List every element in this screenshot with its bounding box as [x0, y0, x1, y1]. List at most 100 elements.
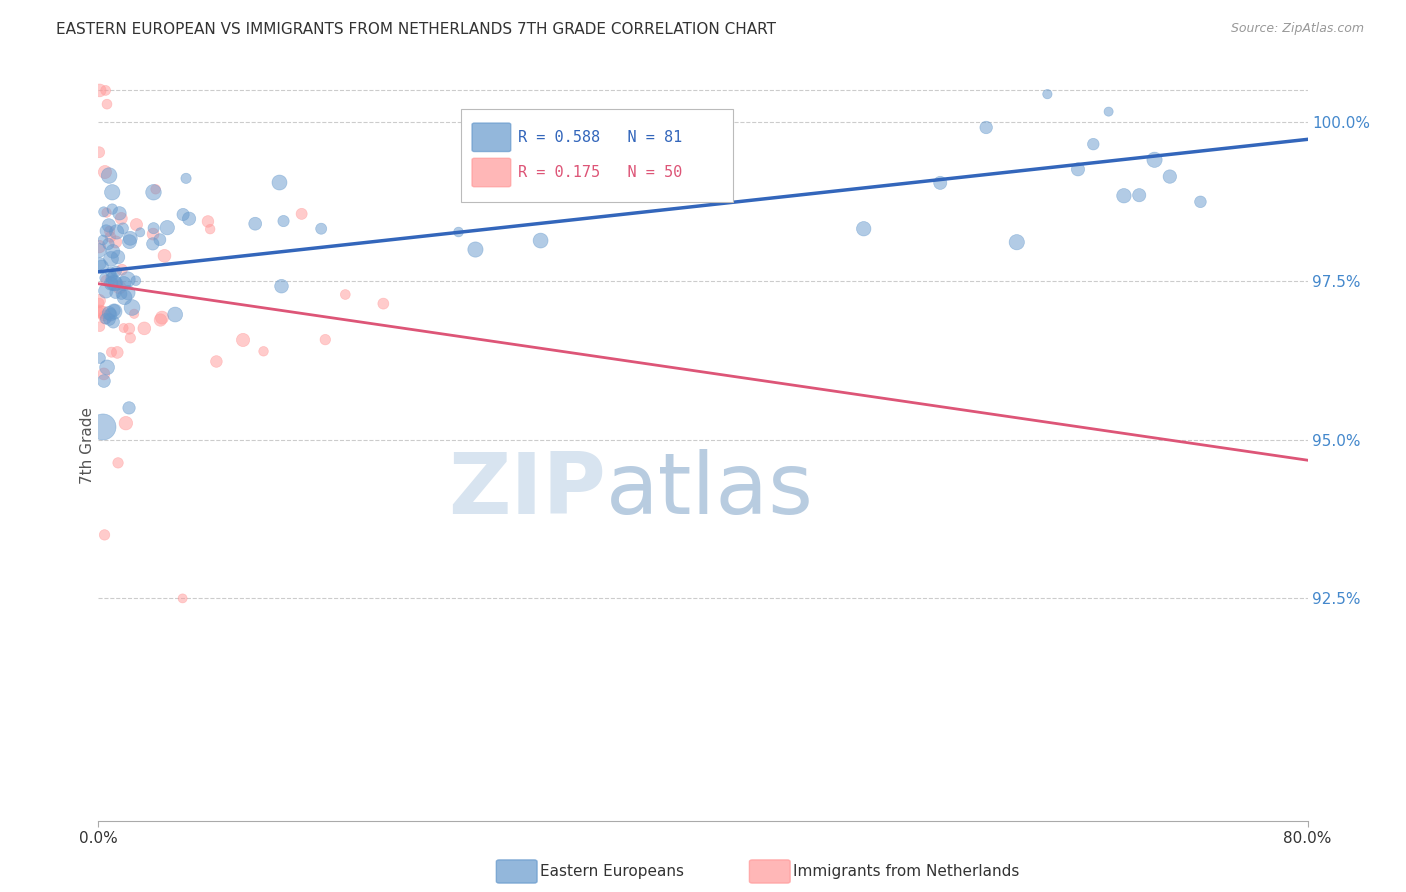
Point [98, 306, 121, 320]
Point [100, 230, 122, 244]
Point [112, 321, 135, 335]
Point [89, 293, 111, 308]
Point [108, 206, 131, 220]
Point [1189, 194, 1212, 209]
Point [156, 220, 179, 235]
Point [89, 319, 111, 334]
Point [118, 401, 141, 415]
Point [125, 218, 148, 232]
Point [90, 260, 112, 274]
Point [101, 202, 124, 216]
Point [125, 274, 148, 288]
Point [117, 285, 139, 300]
Y-axis label: 7th Grade: 7th Grade [80, 408, 94, 484]
Point [929, 176, 952, 190]
Point [1097, 104, 1119, 119]
Point [94, 310, 117, 324]
Point [100, 252, 122, 266]
Point [115, 416, 138, 430]
Point [198, 222, 221, 236]
Point [98, 312, 121, 326]
Point [104, 277, 127, 291]
Point [93, 367, 115, 381]
Point [103, 303, 125, 318]
Point [89, 296, 111, 310]
Point [100, 277, 122, 291]
Point [104, 235, 127, 249]
Point [98, 169, 121, 183]
Point [111, 262, 134, 277]
Point [245, 217, 267, 231]
Point [101, 186, 124, 200]
Point [89, 239, 111, 253]
Point [129, 225, 152, 239]
Point [172, 208, 194, 222]
Point [100, 345, 122, 359]
FancyBboxPatch shape [472, 123, 510, 152]
Point [97, 219, 120, 233]
Point [1112, 188, 1135, 202]
Text: R = 0.588   N = 81: R = 0.588 N = 81 [517, 130, 682, 145]
Point [335, 287, 357, 301]
Point [974, 120, 997, 135]
Point [101, 268, 124, 283]
Point [96, 274, 118, 288]
Point [94, 284, 117, 298]
Point [142, 227, 165, 241]
Point [96, 224, 118, 238]
Point [103, 276, 125, 290]
Point [111, 221, 134, 235]
Point [373, 296, 395, 310]
Point [120, 231, 142, 245]
Text: Immigrants from Netherlands: Immigrants from Netherlands [793, 864, 1019, 879]
Text: Source: ZipAtlas.com: Source: ZipAtlas.com [1230, 22, 1364, 36]
Point [93, 204, 115, 219]
Point [100, 271, 122, 285]
Point [205, 354, 228, 368]
Text: EASTERN EUROPEAN VS IMMIGRANTS FROM NETHERLANDS 7TH GRADE CORRELATION CHART: EASTERN EUROPEAN VS IMMIGRANTS FROM NETH… [56, 22, 776, 37]
Point [94, 83, 117, 97]
Point [93, 310, 115, 324]
Point [252, 344, 274, 359]
Point [1143, 153, 1166, 167]
Point [94, 311, 117, 326]
Point [104, 285, 127, 300]
Point [89, 145, 111, 160]
Point [273, 214, 295, 228]
Point [110, 211, 132, 226]
Point [103, 304, 125, 318]
Point [142, 236, 165, 251]
Point [699, 180, 721, 194]
Point [1067, 162, 1090, 177]
Point [112, 277, 135, 291]
Point [96, 205, 118, 219]
Point [103, 315, 125, 329]
Point [464, 243, 486, 257]
Point [852, 221, 875, 235]
Point [309, 221, 332, 235]
Point [149, 313, 172, 327]
FancyBboxPatch shape [472, 158, 510, 186]
Point [142, 186, 165, 200]
Point [232, 333, 254, 347]
Point [89, 257, 111, 271]
Point [269, 176, 291, 190]
Text: atlas: atlas [606, 450, 814, 533]
Point [118, 321, 141, 335]
Point [105, 264, 128, 278]
Point [107, 456, 129, 470]
Point [122, 307, 145, 321]
Point [97, 237, 120, 252]
Point [165, 308, 187, 322]
Point [529, 234, 551, 248]
Point [145, 182, 167, 196]
Point [1036, 87, 1059, 102]
Point [134, 321, 156, 335]
Point [93, 271, 115, 285]
Point [89, 304, 111, 318]
Point [100, 265, 122, 279]
Point [91, 233, 114, 247]
Point [314, 333, 336, 347]
Text: ZIP: ZIP [449, 450, 606, 533]
Text: Eastern Europeans: Eastern Europeans [540, 864, 683, 879]
